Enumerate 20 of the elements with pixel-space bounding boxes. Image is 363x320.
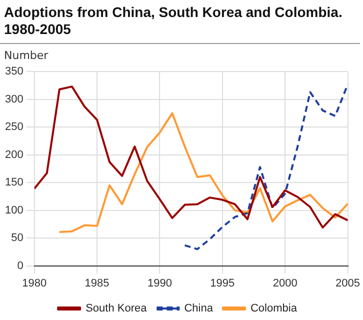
line-series xyxy=(184,83,348,250)
x-tick-label: 1980 xyxy=(22,277,47,290)
chart-title: Adoptions from China, South Korea and Colombia. 1980-2005 xyxy=(0,0,360,44)
y-axis-title: Number xyxy=(4,49,50,62)
x-tick-label: 2005 xyxy=(336,277,360,290)
x-tick-label: 2000 xyxy=(272,277,298,290)
legend-label: Colombia xyxy=(250,302,298,315)
y-tick-label: 100 xyxy=(4,204,24,216)
x-tick-label: 1995 xyxy=(210,277,235,290)
legend-label: South Korea xyxy=(86,302,148,315)
y-tick-label: 300 xyxy=(4,93,24,106)
y-tick-label: 350 xyxy=(4,66,24,78)
y-tick-label: 0 xyxy=(17,260,24,272)
y-tick-label: 250 xyxy=(4,121,24,134)
y-tick-label: 50 xyxy=(11,232,24,244)
x-tick-label: 1985 xyxy=(84,277,110,290)
y-tick-label: 200 xyxy=(4,148,24,161)
y-tick-label: 150 xyxy=(4,176,24,189)
x-tick-label: 1990 xyxy=(147,277,172,290)
legend-label: China xyxy=(184,302,214,315)
